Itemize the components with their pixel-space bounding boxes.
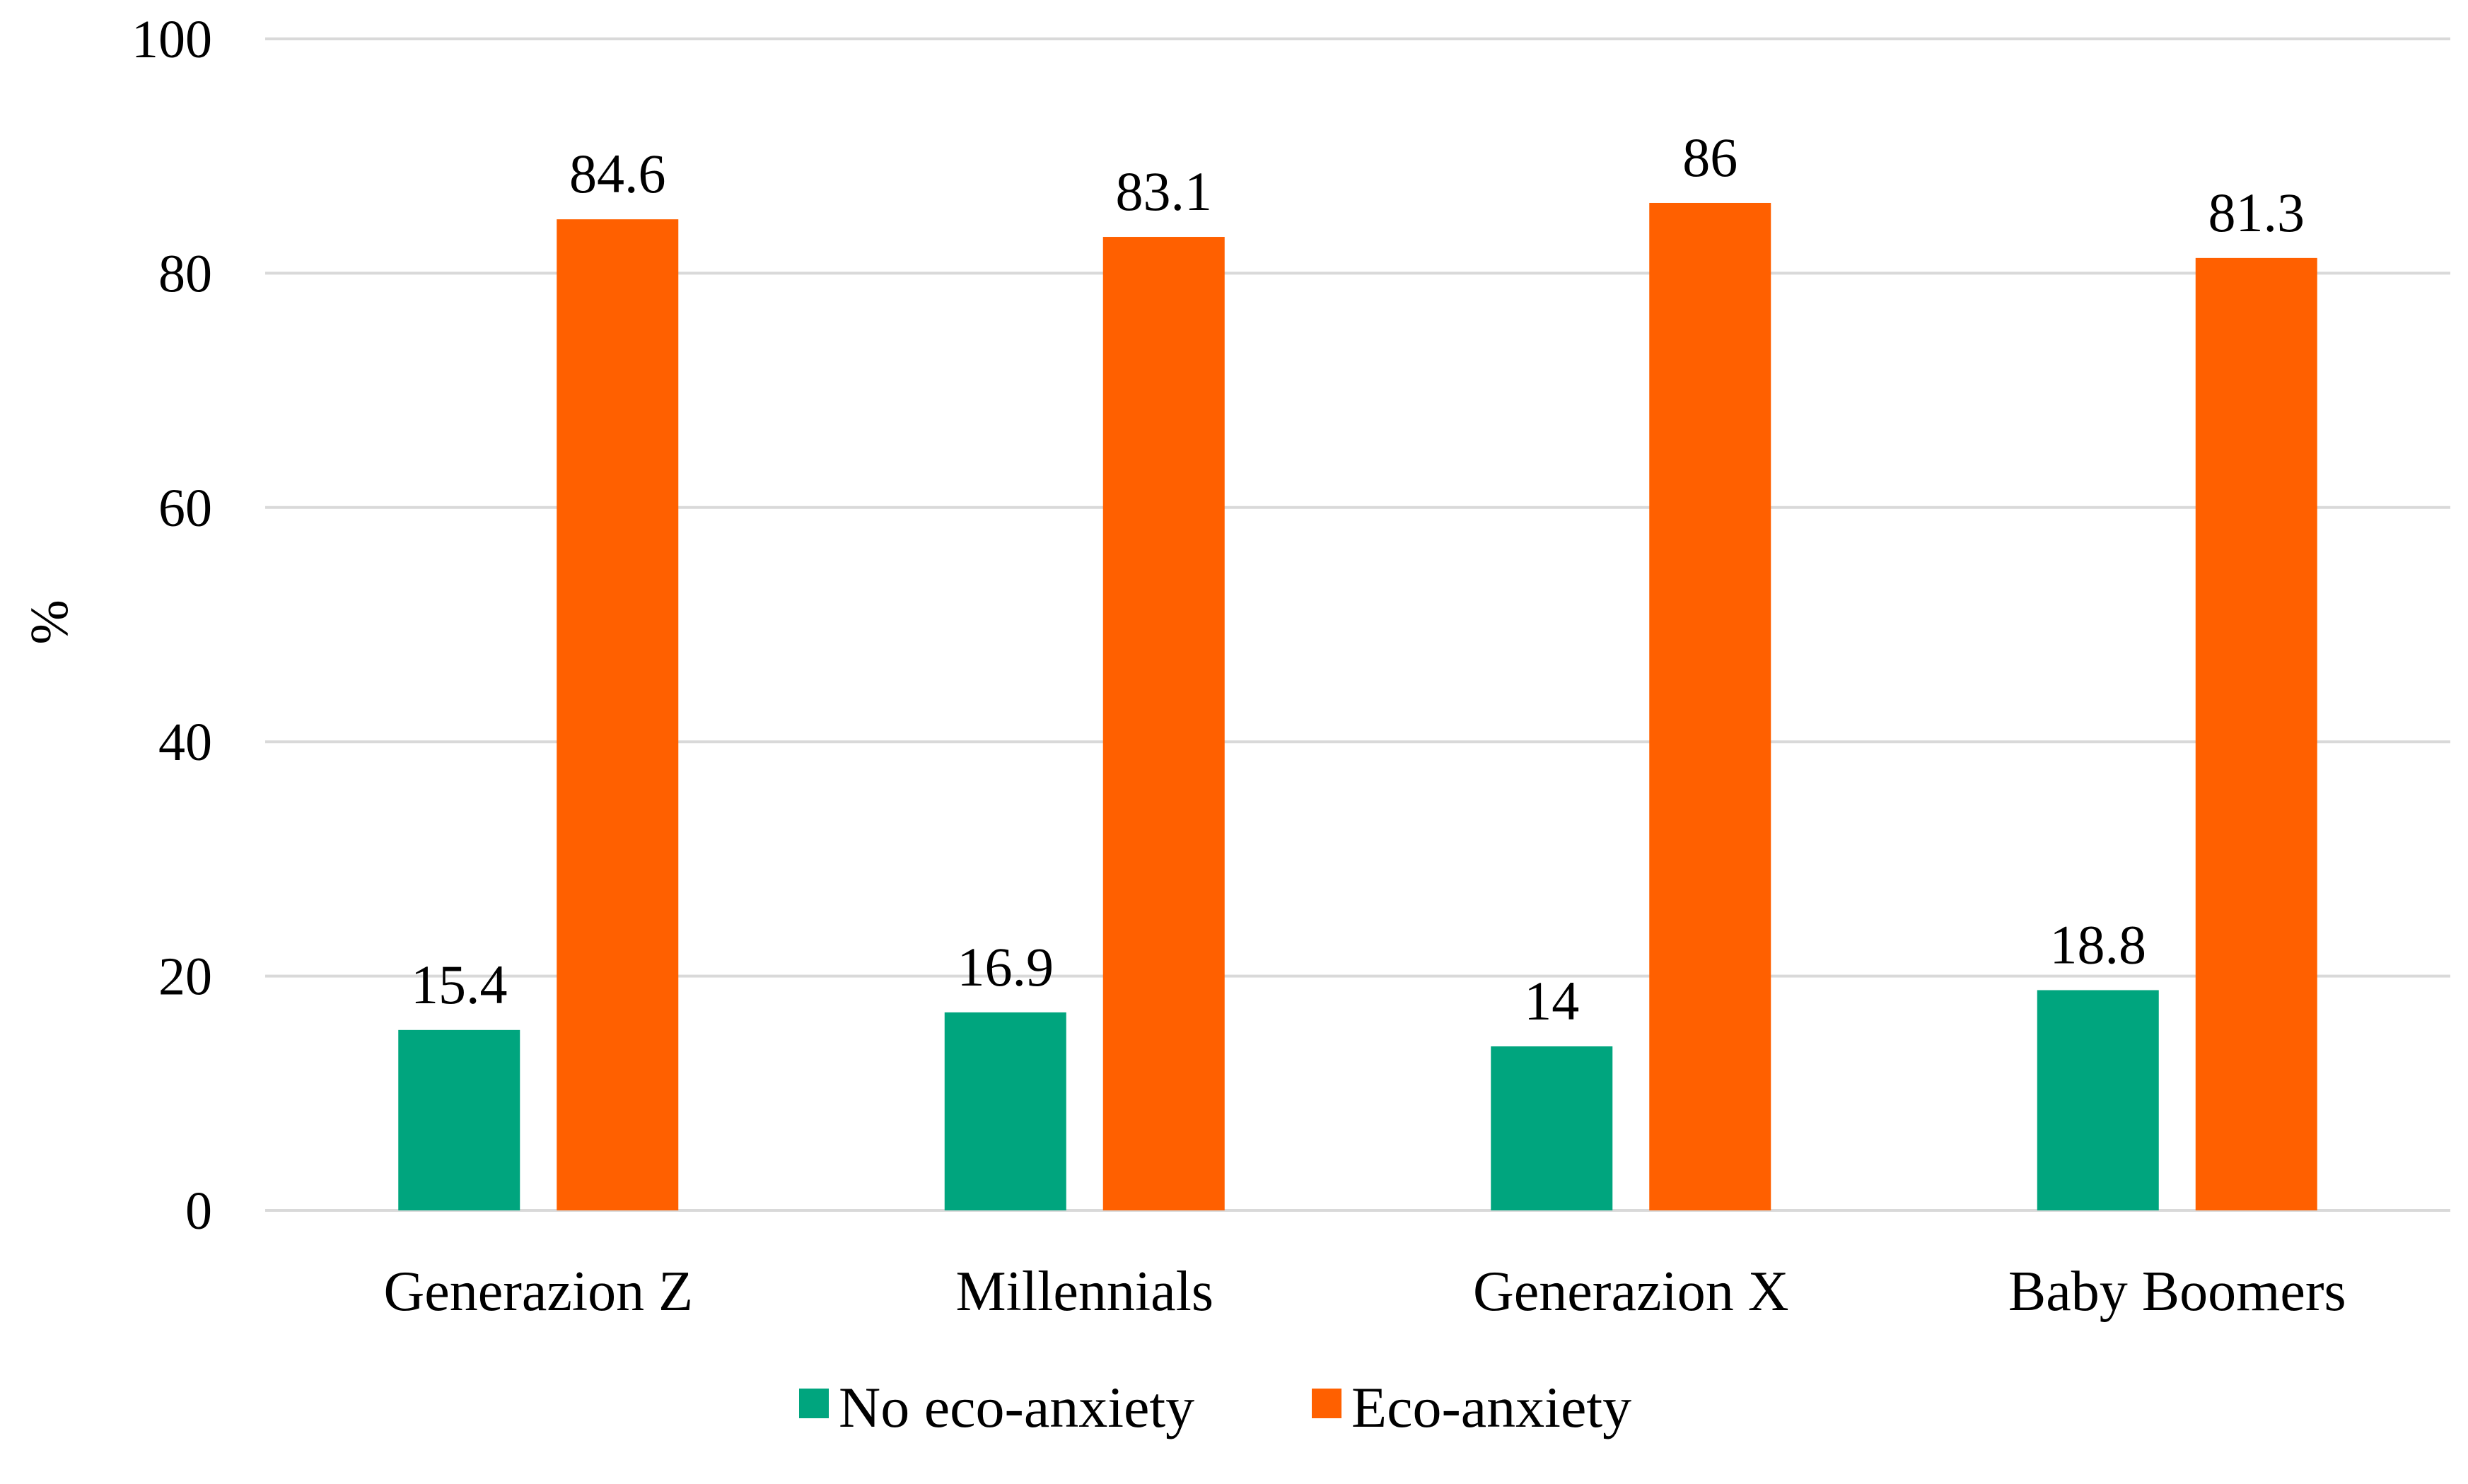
legend-label: No eco-anxiety	[839, 1375, 1194, 1439]
bar-eco-anxiety	[557, 219, 679, 1211]
data-label: 18.8	[2050, 913, 2147, 975]
data-label: 81.3	[2208, 182, 2305, 243]
data-label: 84.6	[569, 143, 666, 204]
y-axis-ticks: 0 20 40 60 80 100	[132, 10, 212, 1241]
bar-no-eco-anxiety	[2037, 990, 2159, 1210]
x-tick-label: Millennials	[956, 1261, 1213, 1323]
legend-swatch	[799, 1389, 829, 1418]
bar-eco-anxiety	[1102, 237, 1225, 1211]
y-tick-label: 60	[158, 479, 212, 538]
bar-no-eco-anxiety	[398, 1029, 520, 1210]
x-tick-label: Baby Boomers	[2008, 1261, 2346, 1323]
y-tick-label: 100	[132, 10, 212, 69]
bars	[398, 202, 2317, 1211]
y-tick-label: 0	[185, 1181, 212, 1241]
y-tick-label: 80	[158, 244, 212, 303]
y-tick-label: 40	[158, 713, 212, 772]
data-label: 14	[1524, 970, 1579, 1032]
y-tick-label: 20	[158, 947, 212, 1007]
bar-eco-anxiety	[2195, 257, 2317, 1210]
x-tick-label: Generazion Z	[383, 1261, 693, 1323]
data-labels: 15.4 84.6 16.9 83.1 14 86 18.8 81.3	[411, 127, 2305, 1032]
data-label: 83.1	[1116, 160, 1213, 222]
legend-swatch	[1312, 1389, 1341, 1418]
bar-no-eco-anxiety	[944, 1012, 1066, 1210]
x-axis-ticks: Generazion Z Millennials Generazion X Baby …	[383, 1261, 2346, 1323]
data-label: 16.9	[957, 936, 1054, 998]
x-tick-label: Generazion X	[1473, 1261, 1788, 1323]
legend-label: Eco-anxiety	[1351, 1375, 1631, 1439]
data-label: 15.4	[411, 954, 508, 1015]
bar-no-eco-anxiety	[1491, 1046, 1613, 1210]
legend: No eco-anxiety Eco-anxiety	[799, 1375, 1631, 1439]
data-label: 86	[1682, 127, 1738, 188]
bar-eco-anxiety	[1649, 202, 1771, 1211]
y-axis-title: %	[20, 600, 79, 644]
